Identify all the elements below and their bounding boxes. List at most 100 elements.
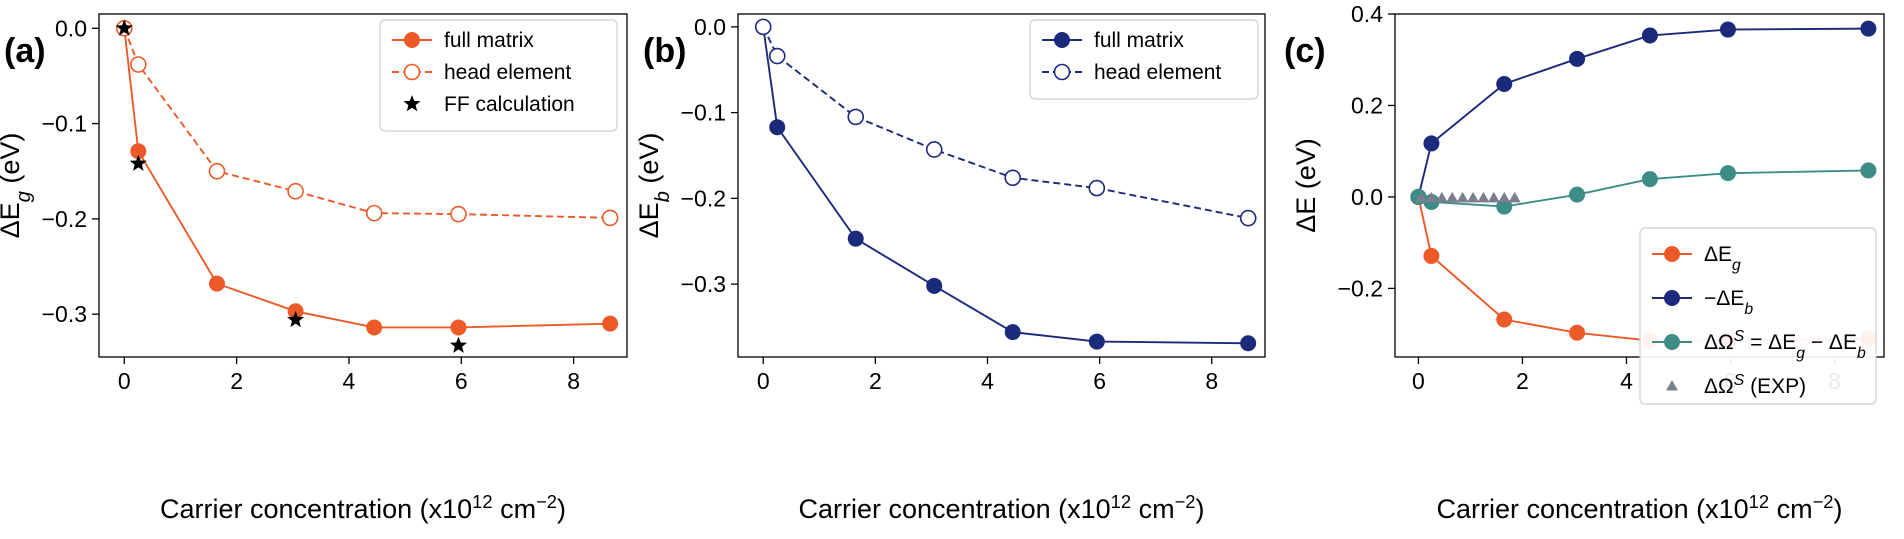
data-point (1641, 27, 1658, 44)
y-tick-label: −0.2 (681, 185, 726, 211)
data-point (601, 209, 619, 227)
legend-label: head element (1094, 61, 1221, 84)
x-tick-label: 0 (118, 368, 131, 394)
y-tick-label: −0.2 (42, 206, 87, 232)
legend-label: ΔΩS (EXP) (1704, 372, 1806, 399)
legend: full matrix head element (1029, 19, 1259, 100)
data-point (1004, 169, 1022, 187)
data-point (1719, 21, 1736, 38)
data-point (1240, 335, 1257, 352)
data-point (208, 162, 226, 180)
chart-panel-1: (b) 0 2 4 6 8 0.0 −0.1 −0.2 −0.3 Carrier concentra… (634, 13, 1266, 524)
data-point (602, 315, 619, 332)
x-tick-label: 0 (1412, 368, 1425, 394)
x-tick-label: 2 (1516, 368, 1529, 394)
legend-box (1029, 19, 1259, 100)
data-point (1496, 75, 1513, 92)
data-point (1456, 191, 1469, 203)
x-tick-label: 6 (455, 368, 468, 394)
data-point (1239, 209, 1257, 227)
legend-marker (404, 32, 420, 48)
data-point (1569, 324, 1586, 341)
data-point (130, 56, 147, 73)
legend-box (379, 19, 618, 132)
legend-label: ΔEg (1704, 243, 1741, 274)
data-point (1088, 333, 1105, 350)
data-point (754, 18, 772, 36)
y-tick-label: −0.3 (42, 301, 87, 327)
data-point (1508, 191, 1521, 203)
y-tick-label: 0.4 (1351, 1, 1383, 27)
x-tick-label: 8 (1205, 368, 1218, 394)
data-point (1569, 50, 1586, 67)
legend-marker (1664, 334, 1680, 350)
series-1 (1410, 20, 1877, 205)
data-point (1569, 186, 1586, 203)
legend-marker (403, 63, 421, 81)
data-point (1860, 20, 1877, 37)
x-tick-label: 6 (1093, 368, 1106, 394)
y-axis-label: ΔE (eV) (1291, 138, 1321, 233)
series-1 (754, 18, 1257, 227)
y-tick-label: 0.0 (694, 14, 726, 40)
x-axis-label: Carrier concentration (x1012 cm−2) (1437, 491, 1843, 525)
data-point (1719, 165, 1736, 182)
data-point (926, 277, 943, 294)
data-point (1435, 191, 1448, 203)
y-axis-label: ΔEb (eV) (634, 133, 674, 239)
x-tick-label: 4 (343, 368, 356, 394)
legend-marker (1054, 32, 1070, 48)
x-tick-label: 2 (869, 368, 882, 394)
y-tick-label: 0.0 (55, 15, 87, 41)
plot-frame (737, 13, 1266, 358)
data-point (287, 182, 304, 200)
y-tick-label: −0.1 (42, 111, 87, 137)
y-tick-label: −0.3 (681, 271, 726, 297)
x-axis-label: Carrier concentration (x1012 cm−2) (160, 491, 566, 525)
data-point (768, 47, 786, 65)
legend-marker (403, 95, 421, 112)
data-point (1498, 191, 1511, 203)
data-point (1860, 162, 1877, 179)
legend-box (1639, 227, 1877, 405)
data-point (1423, 247, 1440, 264)
data-point (115, 19, 133, 36)
series-1 (115, 19, 619, 227)
legend-label: FF calculation (444, 93, 575, 116)
legend: full matrix head element FF calculation (379, 19, 618, 132)
legend-marker (1053, 63, 1071, 81)
panel-label: (b) (643, 32, 686, 70)
series-2 (115, 19, 468, 353)
legend-label: head element (444, 61, 571, 84)
data-point (1446, 191, 1459, 203)
plot-frame (98, 13, 628, 358)
data-point (769, 119, 786, 136)
data-point (1487, 191, 1500, 203)
legend-label: ΔΩS = ΔEg − ΔEb (1704, 328, 1866, 362)
x-tick-label: 8 (567, 368, 580, 394)
data-point (1477, 191, 1490, 203)
data-point (847, 230, 864, 247)
data-point (449, 336, 468, 353)
x-tick-label: 2 (230, 368, 243, 394)
data-point (450, 319, 467, 336)
data-point (365, 204, 383, 222)
data-point (925, 141, 943, 158)
legend: ΔEg −ΔEb ΔΩS = ΔEg − ΔEb ΔΩS (EXP) (1639, 227, 1877, 405)
series-2 (1410, 162, 1877, 215)
data-point (1423, 135, 1440, 152)
legend-marker (1664, 246, 1680, 262)
legend-marker (1666, 380, 1678, 391)
x-tick-label: 0 (757, 368, 770, 394)
legend-label: full matrix (1094, 29, 1184, 52)
x-tick-label: 4 (1620, 368, 1633, 394)
data-point (1088, 179, 1106, 197)
y-tick-label: 0.0 (1351, 184, 1383, 210)
data-point (1641, 171, 1658, 188)
panel-label: (a) (4, 32, 46, 70)
x-tick-label: 4 (981, 368, 994, 394)
data-point (847, 108, 865, 126)
data-point (1467, 191, 1480, 203)
